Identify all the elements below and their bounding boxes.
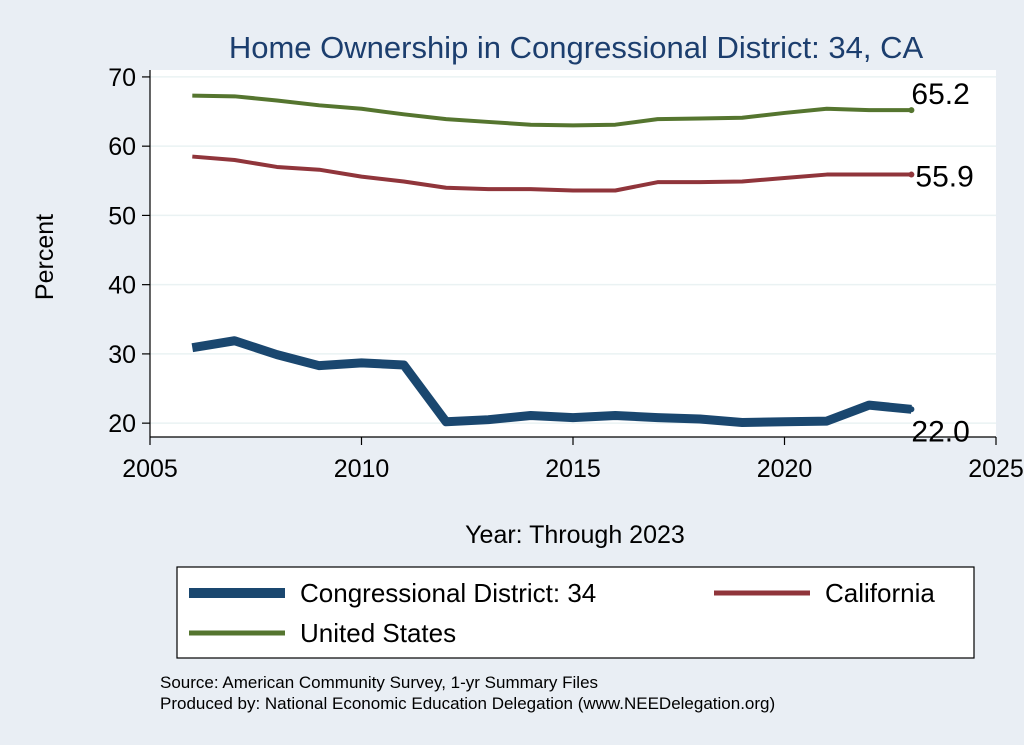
y-axis-label: Percent	[31, 214, 59, 300]
legend-label: California	[825, 578, 935, 608]
y-tick-label: 20	[108, 410, 136, 438]
series-line	[192, 93, 912, 128]
x-tick-label: 2020	[757, 455, 813, 483]
series-end-point	[908, 406, 915, 413]
legend-entries: Congressional District: 34 California Unit…	[189, 578, 935, 648]
series-end-point	[908, 107, 915, 114]
y-tick-label: 60	[108, 133, 136, 161]
series-line	[191, 336, 912, 427]
series-line	[192, 154, 912, 193]
x-axis-ticks: 2005 2010 2015 2020 2025	[122, 437, 1024, 483]
end-value-labels: 22.0 55.9 65.2	[911, 78, 973, 448]
y-tick-label: 40	[108, 272, 136, 300]
x-tick-label: 2025	[968, 455, 1024, 483]
y-tick-label: 30	[108, 341, 136, 369]
y-axis-ticks: 20 30 40 50 60 70	[108, 64, 150, 438]
x-axis-label: Year: Through 2023	[465, 521, 685, 549]
end-value-label: 65.2	[911, 78, 969, 111]
chart-title: Home Ownership in Congressional District…	[229, 30, 924, 65]
source-note: Source: American Community Survey, 1-yr …	[160, 673, 598, 692]
end-value-label: 22.0	[911, 415, 969, 448]
end-value-label: 55.9	[915, 161, 973, 194]
y-tick-label: 50	[108, 202, 136, 230]
series-end-point	[908, 171, 915, 178]
plot-area	[150, 70, 996, 437]
x-tick-label: 2015	[545, 455, 601, 483]
legend-label: Congressional District: 34	[300, 578, 596, 608]
legend-label: United States	[300, 618, 456, 648]
produced-by-note: Produced by: National Economic Education…	[160, 694, 775, 713]
x-tick-label: 2010	[334, 455, 390, 483]
y-tick-label: 70	[108, 64, 136, 92]
x-tick-label: 2005	[122, 455, 178, 483]
series-lines	[191, 93, 915, 427]
legend	[176, 566, 975, 659]
